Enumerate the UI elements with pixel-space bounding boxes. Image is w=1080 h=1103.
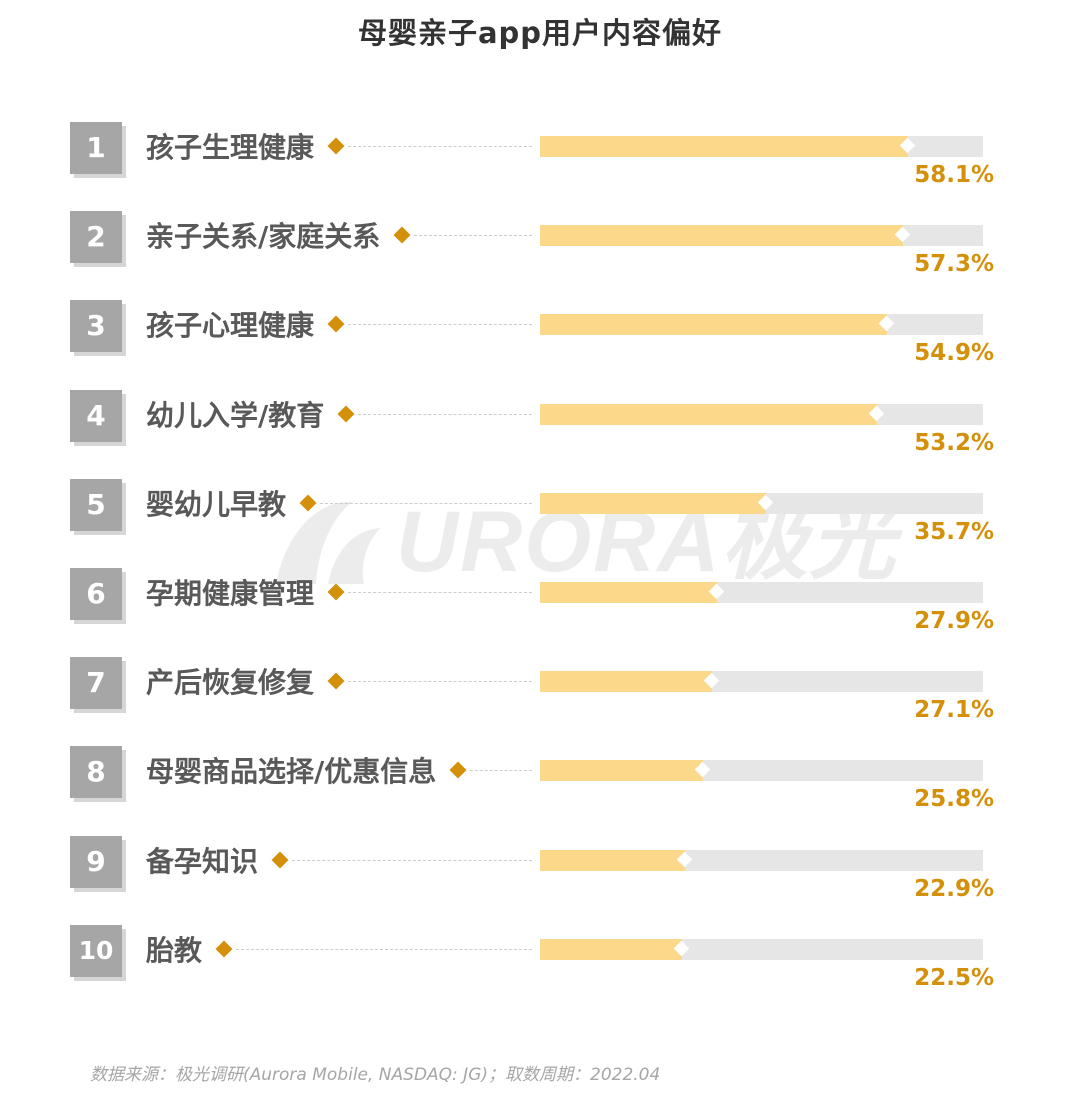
- rank-badge: 9: [70, 836, 122, 888]
- value-label: 27.1%: [914, 697, 994, 723]
- bar: [540, 939, 683, 960]
- bar-track: [540, 493, 983, 514]
- bar-track: [540, 225, 983, 246]
- category-label: 亲子关系/家庭关系: [146, 220, 381, 253]
- bar-row: 7 产后恢复修复 27.1%: [0, 657, 1080, 747]
- rank-badge: 8: [70, 746, 122, 798]
- label-diamond-icon: [271, 851, 289, 869]
- leader-line: [348, 146, 532, 147]
- leader-line: [236, 949, 532, 950]
- leader-line: [348, 592, 532, 593]
- bar: [540, 760, 704, 781]
- rank-badge: 3: [70, 300, 122, 352]
- bar-row: 10 胎教 22.5%: [0, 925, 1080, 1015]
- source-note: 数据来源：极光调研(Aurora Mobile, NASDAQ: JG)；取数周…: [90, 1065, 661, 1085]
- label-diamond-icon: [393, 226, 411, 244]
- bar-row: 1 孩子生理健康 58.1%: [0, 122, 1080, 212]
- bar-track: [540, 671, 983, 692]
- value-label: 25.8%: [914, 786, 994, 812]
- category-label: 幼儿入学/教育: [146, 399, 325, 432]
- value-label: 27.9%: [914, 608, 994, 634]
- bar-row: 4 幼儿入学/教育 53.2%: [0, 390, 1080, 480]
- rank-badge: 7: [70, 657, 122, 709]
- bar: [540, 404, 877, 425]
- rank-badge: 4: [70, 390, 122, 442]
- rank-badge: 1: [70, 122, 122, 174]
- leader-line: [358, 414, 532, 415]
- bar: [540, 314, 888, 335]
- value-label: 22.5%: [914, 965, 994, 991]
- bar-track: [540, 582, 983, 603]
- rank-badge: 2: [70, 211, 122, 263]
- bar: [540, 225, 903, 246]
- label-diamond-icon: [327, 583, 345, 601]
- label-diamond-icon: [215, 940, 233, 958]
- rank-badge: 6: [70, 568, 122, 620]
- bar-row: 2 亲子关系/家庭关系 57.3%: [0, 211, 1080, 301]
- label-diamond-icon: [327, 672, 345, 690]
- bar: [540, 136, 908, 157]
- category-label: 孕期健康管理: [146, 577, 315, 610]
- bar-row: 3 孩子心理健康 54.9%: [0, 300, 1080, 390]
- bar: [540, 671, 712, 692]
- category-label: 婴幼儿早教: [146, 488, 287, 521]
- bar-track: [540, 760, 983, 781]
- bar-row: 5 婴幼儿早教 35.7%: [0, 479, 1080, 569]
- bar-track: [540, 404, 983, 425]
- bar-row: 6 孕期健康管理 27.9%: [0, 568, 1080, 658]
- category-label: 母婴商品选择/优惠信息: [146, 755, 437, 788]
- rank-badge: 5: [70, 479, 122, 531]
- value-label: 54.9%: [914, 340, 994, 366]
- category-label: 备孕知识: [146, 845, 259, 878]
- label-diamond-icon: [327, 137, 345, 155]
- rank-badge: 10: [70, 925, 122, 977]
- bar-track: [540, 939, 983, 960]
- bar: [540, 493, 766, 514]
- leader-line: [348, 681, 532, 682]
- bar-track: [540, 850, 983, 871]
- category-label: 孩子生理健康: [146, 131, 315, 164]
- value-label: 57.3%: [914, 251, 994, 277]
- chart-title: 母婴亲子app用户内容偏好: [357, 16, 723, 50]
- bar-row: 9 备孕知识 22.9%: [0, 836, 1080, 926]
- bar-track: [540, 314, 983, 335]
- value-label: 58.1%: [914, 162, 994, 188]
- label-diamond-icon: [449, 761, 467, 779]
- leader-line: [292, 860, 532, 861]
- value-label: 53.2%: [914, 430, 994, 456]
- leader-line: [348, 324, 532, 325]
- label-diamond-icon: [337, 405, 355, 423]
- bar: [540, 850, 685, 871]
- label-diamond-icon: [327, 315, 345, 333]
- label-diamond-icon: [299, 494, 317, 512]
- category-label: 产后恢复修复: [146, 666, 315, 699]
- category-label: 孩子心理健康: [146, 309, 315, 342]
- bar: [540, 582, 717, 603]
- category-label: 胎教: [146, 934, 203, 967]
- leader-line: [320, 503, 532, 504]
- value-label: 35.7%: [914, 519, 994, 545]
- leader-line: [414, 235, 532, 236]
- bar-track: [540, 136, 983, 157]
- value-label: 22.9%: [914, 876, 994, 902]
- leader-line: [470, 770, 532, 771]
- bar-row: 8 母婴商品选择/优惠信息 25.8%: [0, 746, 1080, 836]
